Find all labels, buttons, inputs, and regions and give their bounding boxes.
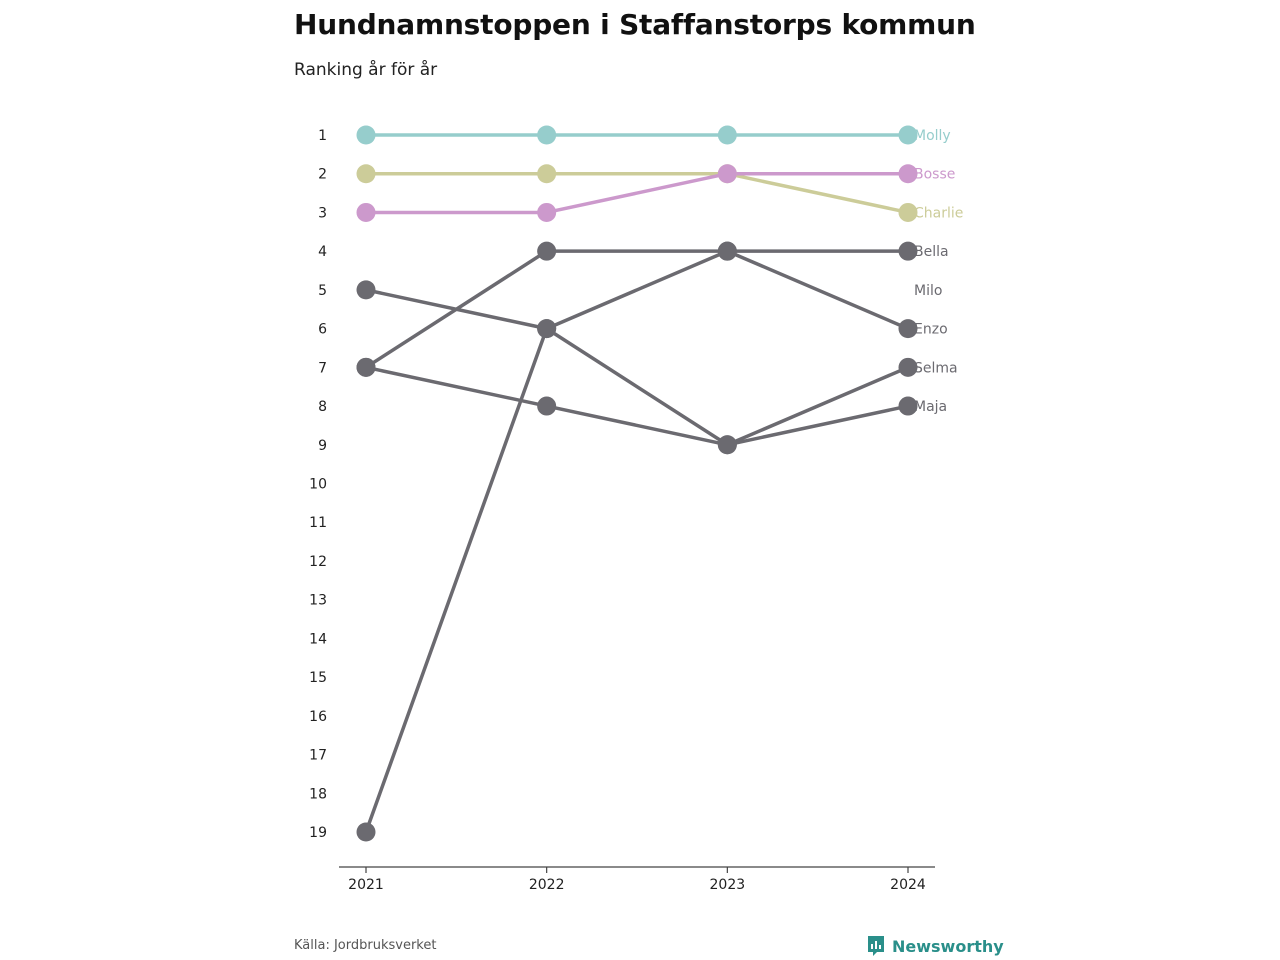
chart-title: Hundnamnstoppen i Staffanstorps kommun bbox=[294, 8, 976, 41]
series-line-enzo bbox=[364, 249, 909, 833]
end-labels: Molly Bosse Charlie Bella Milo Enzo Selma Maja bbox=[914, 128, 963, 415]
end-label-milo: Milo bbox=[914, 283, 942, 299]
y-tick-label: 8 bbox=[318, 399, 327, 415]
data-point-enzo bbox=[356, 822, 376, 842]
data-point-bella bbox=[537, 241, 557, 261]
data-point-bella bbox=[898, 241, 918, 261]
y-tick-label: 18 bbox=[309, 786, 327, 802]
data-point-molly bbox=[898, 125, 918, 145]
y-tick-label: 14 bbox=[309, 631, 327, 647]
data-point-bosse bbox=[356, 202, 376, 222]
y-tick-label: 11 bbox=[309, 515, 327, 531]
series-line-maja bbox=[365, 365, 909, 447]
series-line-selma bbox=[365, 288, 909, 447]
end-label-bosse: Bosse bbox=[914, 167, 955, 183]
y-tick-label: 9 bbox=[318, 438, 327, 454]
data-point-bosse bbox=[537, 202, 557, 222]
end-label-molly: Molly bbox=[914, 128, 951, 144]
data-point-molly bbox=[717, 125, 737, 145]
y-tick-label: 5 bbox=[318, 283, 327, 299]
end-label-charlie: Charlie bbox=[914, 205, 963, 221]
data-point-selma bbox=[898, 357, 918, 377]
y-tick-label: 6 bbox=[318, 322, 327, 338]
y-tick-label: 2 bbox=[318, 167, 327, 183]
data-point-maja bbox=[537, 396, 557, 416]
brand-name: Newsworthy bbox=[892, 936, 1004, 956]
y-tick-label: 7 bbox=[318, 360, 327, 376]
y-tick-label: 13 bbox=[309, 593, 327, 609]
end-label-maja: Maja bbox=[914, 399, 947, 415]
data-point-enzo bbox=[898, 319, 918, 339]
chart-subtitle: Ranking år för år bbox=[294, 60, 438, 80]
series-line-charlie bbox=[366, 171, 909, 215]
y-tick-label: 10 bbox=[309, 477, 327, 493]
series-lines bbox=[364, 133, 909, 833]
series-line-bella bbox=[365, 249, 908, 369]
data-point-molly bbox=[356, 125, 376, 145]
series-line-bosse bbox=[366, 171, 908, 215]
x-tick-label: 2024 bbox=[890, 877, 926, 893]
series-points bbox=[356, 125, 918, 842]
y-tick-label: 15 bbox=[309, 670, 327, 686]
end-label-enzo: Enzo bbox=[914, 322, 948, 338]
data-point-maja bbox=[356, 357, 376, 377]
data-point-bosse bbox=[717, 164, 737, 184]
data-point-maja bbox=[717, 435, 737, 455]
end-label-selma: Selma bbox=[914, 360, 958, 376]
x-tick-label: 2022 bbox=[529, 877, 565, 893]
y-tick-label: 19 bbox=[309, 825, 327, 841]
x-tick-label: 2023 bbox=[710, 877, 746, 893]
end-label-bella: Bella bbox=[914, 244, 949, 260]
data-point-bosse bbox=[898, 164, 918, 184]
y-tick-label: 12 bbox=[309, 554, 327, 570]
data-point-enzo bbox=[717, 241, 737, 261]
data-point-selma bbox=[356, 280, 376, 300]
y-tick-label: 17 bbox=[309, 748, 327, 764]
bar-chart-icon bbox=[868, 936, 884, 956]
x-tick-label: 2021 bbox=[348, 877, 384, 893]
data-point-selma bbox=[537, 319, 557, 339]
x-axis-ticks: 2021 2022 2023 2024 bbox=[348, 867, 926, 893]
y-tick-label: 4 bbox=[318, 244, 327, 260]
data-point-maja bbox=[898, 396, 918, 416]
source-note: Källa: Jordbruksverket bbox=[294, 938, 437, 953]
data-point-charlie bbox=[898, 202, 918, 222]
y-tick-label: 3 bbox=[318, 205, 327, 221]
brand-logo: Newsworthy bbox=[866, 934, 1004, 958]
data-point-charlie bbox=[356, 164, 376, 184]
data-point-charlie bbox=[537, 164, 557, 184]
y-tick-label: 16 bbox=[309, 709, 327, 725]
y-tick-label: 1 bbox=[318, 128, 327, 144]
data-point-molly bbox=[537, 125, 557, 145]
